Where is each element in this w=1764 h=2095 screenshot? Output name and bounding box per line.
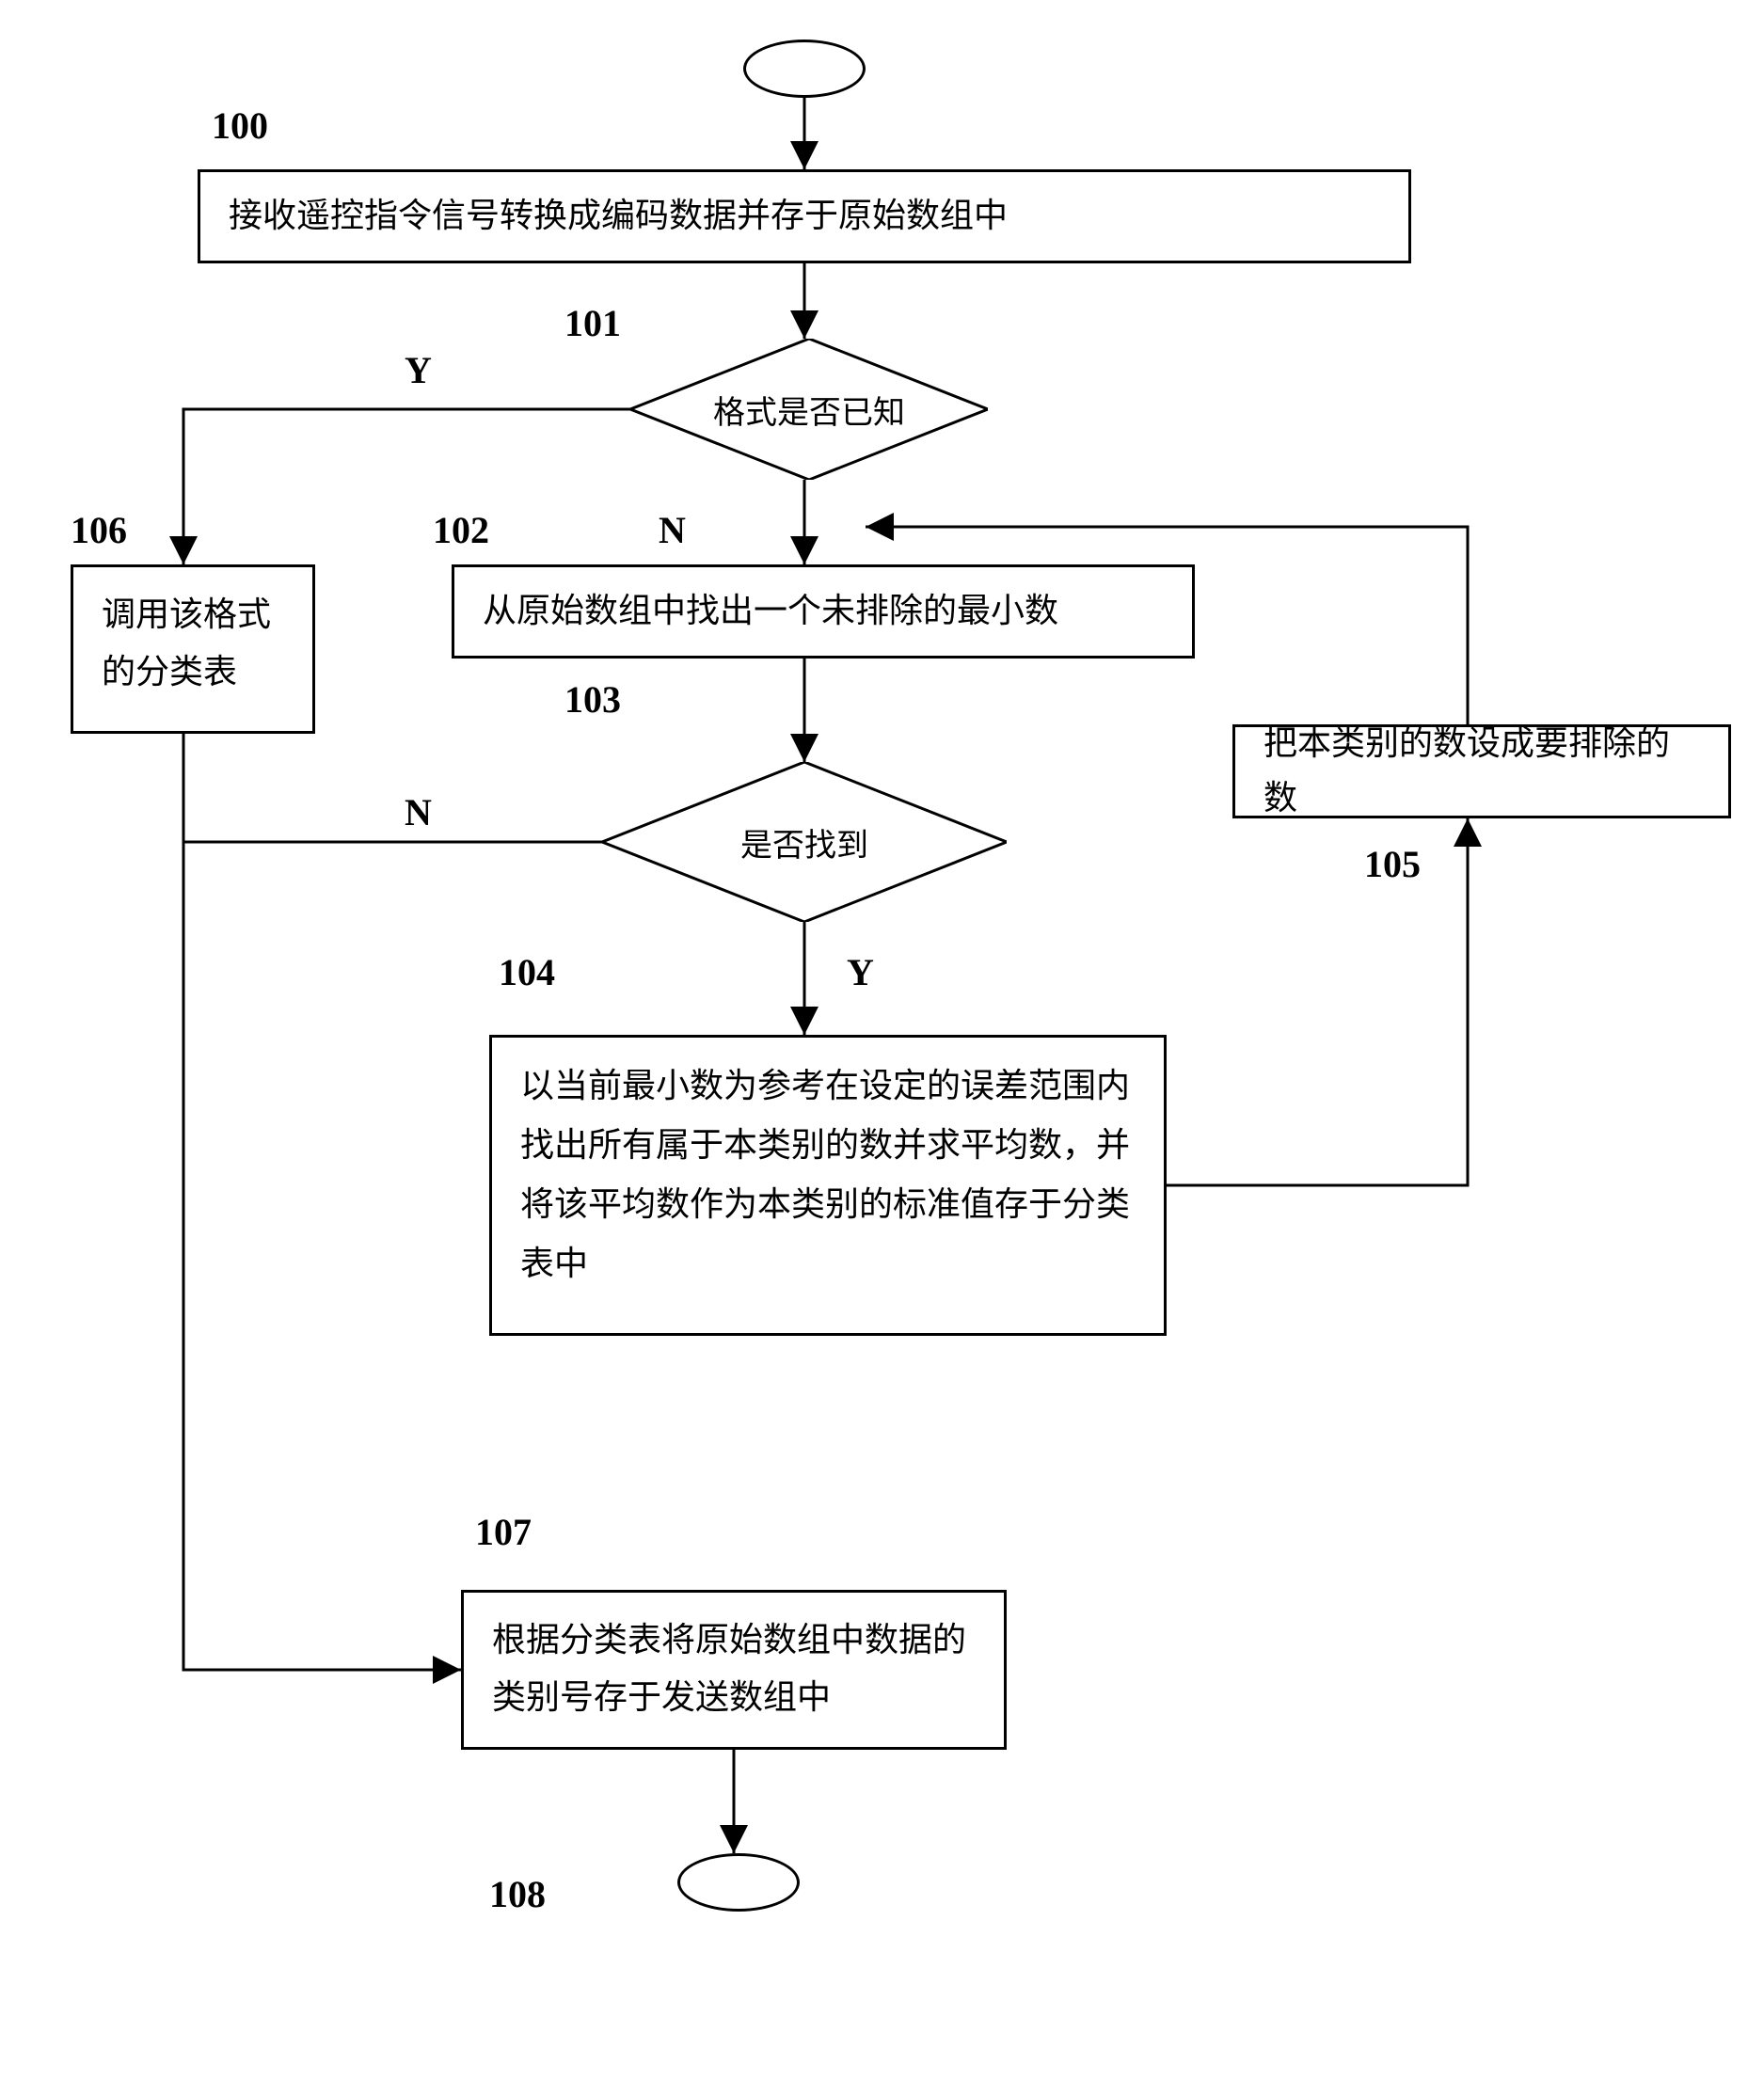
process-102-text: 从原始数组中找出一个未排除的最小数 [483,584,1058,639]
process-100: 接收遥控指令信号转换成编码数据并存于原始数组中 [198,169,1411,263]
label-104: 104 [499,950,555,994]
label-105: 105 [1364,842,1421,886]
process-102: 从原始数组中找出一个未排除的最小数 [452,564,1195,659]
start-terminator [743,40,866,98]
edge-label-y2: Y [847,950,874,994]
edge-label-n1: N [659,508,686,552]
label-101: 101 [564,301,621,345]
decision-101-text: 格式是否已知 [713,396,905,431]
decision-103: 是否找到 [602,762,1007,922]
process-106: 调用该格式的分类表 [71,564,315,734]
process-100-text: 接收遥控指令信号转换成编码数据并存于原始数组中 [229,189,1008,244]
process-106-text: 调用该格式的分类表 [102,595,271,690]
process-104: 以当前最小数为参考在设定的误差范围内找出所有属于本类别的数并求平均数，并将该平均… [489,1035,1167,1336]
edge-label-y1: Y [405,348,432,392]
process-104-text: 以当前最小数为参考在设定的误差范围内找出所有属于本类别的数并求平均数，并将该平均… [520,1067,1130,1282]
end-terminator [677,1853,800,1912]
label-106: 106 [71,508,127,552]
edge-label-n2: N [405,790,432,834]
flowchart-container: 接收遥控指令信号转换成编码数据并存于原始数组中 格式是否已知 从原始数组中找出一… [0,0,1764,2095]
decision-103-text: 是否找到 [740,829,868,864]
process-107: 根据分类表将原始数组中数据的类别号存于发送数组中 [461,1590,1007,1750]
label-100: 100 [212,103,268,148]
label-108: 108 [489,1872,546,1916]
process-107-text: 根据分类表将原始数组中数据的类别号存于发送数组中 [492,1621,966,1716]
decision-101: 格式是否已知 [630,339,988,480]
process-105: 把本类别的数设成要排除的数 [1232,724,1731,818]
label-103: 103 [564,677,621,722]
label-107: 107 [475,1510,532,1554]
process-105-text: 把本类别的数设成要排除的数 [1263,717,1700,825]
label-102: 102 [433,508,489,552]
